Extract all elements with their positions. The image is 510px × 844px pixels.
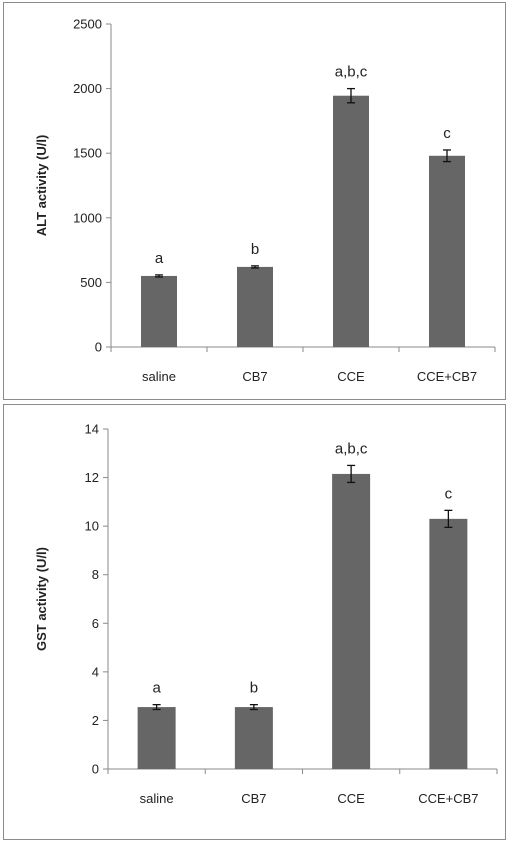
gst-bar-cce xyxy=(332,473,371,769)
gst-y-tick-label: 0 xyxy=(92,762,99,777)
alt-significance-label: c xyxy=(443,125,451,142)
gst-bar-cce-cb7 xyxy=(429,518,468,769)
alt-bar-saline xyxy=(141,275,177,347)
gst-category-label: CCE xyxy=(337,791,365,806)
alt-significance-label: a xyxy=(155,250,164,267)
gst-y-tick-label: 6 xyxy=(92,616,99,631)
alt-category-label: CB7 xyxy=(242,369,267,384)
gst-bar-saline xyxy=(137,707,176,769)
alt-significance-label: a,b,c xyxy=(335,64,368,81)
gst-significance-label: b xyxy=(250,680,258,697)
gst-category-label: CCE+CB7 xyxy=(418,791,478,806)
alt-bar-cce xyxy=(333,95,369,348)
alt-significance-label: b xyxy=(251,241,259,258)
gst-category-label: saline xyxy=(140,791,174,806)
alt-y-axis-title: ALT activity (U/l) xyxy=(34,135,49,237)
gst-y-tick-label: 12 xyxy=(85,470,99,485)
gst-significance-label: a,b,c xyxy=(335,440,368,457)
alt-category-label: CCE xyxy=(337,369,365,384)
gst-bar-chart: 0 2 4 6 8 10 12 14 GST activity (U/l) a saline b CB7… xyxy=(34,422,498,806)
gst-y-tick-label: 14 xyxy=(85,422,99,437)
gst-bar-cb7 xyxy=(234,707,273,769)
gst-y-tick-label: 8 xyxy=(92,567,99,582)
gst-y-tick-label: 2 xyxy=(92,713,99,728)
gst-chart-panel: 0 2 4 6 8 10 12 14 GST activity (U/l) a saline b CB7… xyxy=(3,404,506,840)
alt-bar-cb7 xyxy=(237,266,273,347)
gst-category-label: CB7 xyxy=(241,791,266,806)
alt-y-tick-label: 1500 xyxy=(73,146,102,161)
alt-bar-cce-cb7 xyxy=(429,155,465,347)
alt-chart-panel: 0 500 1000 1500 2000 2500 ALT activity (U/l) a s… xyxy=(3,2,506,400)
alt-y-tick-label: 1000 xyxy=(73,210,102,225)
gst-y-tick-label: 10 xyxy=(85,519,99,534)
alt-category-label: CCE+CB7 xyxy=(417,369,477,384)
alt-y-tick-label: 2000 xyxy=(73,81,102,96)
alt-bar-chart: 0 500 1000 1500 2000 2500 ALT activity (U/l) a s… xyxy=(34,17,496,384)
alt-y-tick-label: 500 xyxy=(80,275,102,290)
gst-significance-label: c xyxy=(445,485,453,502)
gst-significance-label: a xyxy=(152,680,161,697)
alt-y-tick-label: 0 xyxy=(95,340,102,355)
alt-y-tick-label: 2500 xyxy=(73,17,102,32)
gst-y-axis-title: GST activity (U/l) xyxy=(34,547,49,651)
alt-category-label: saline xyxy=(142,369,176,384)
gst-y-tick-label: 4 xyxy=(92,664,99,679)
